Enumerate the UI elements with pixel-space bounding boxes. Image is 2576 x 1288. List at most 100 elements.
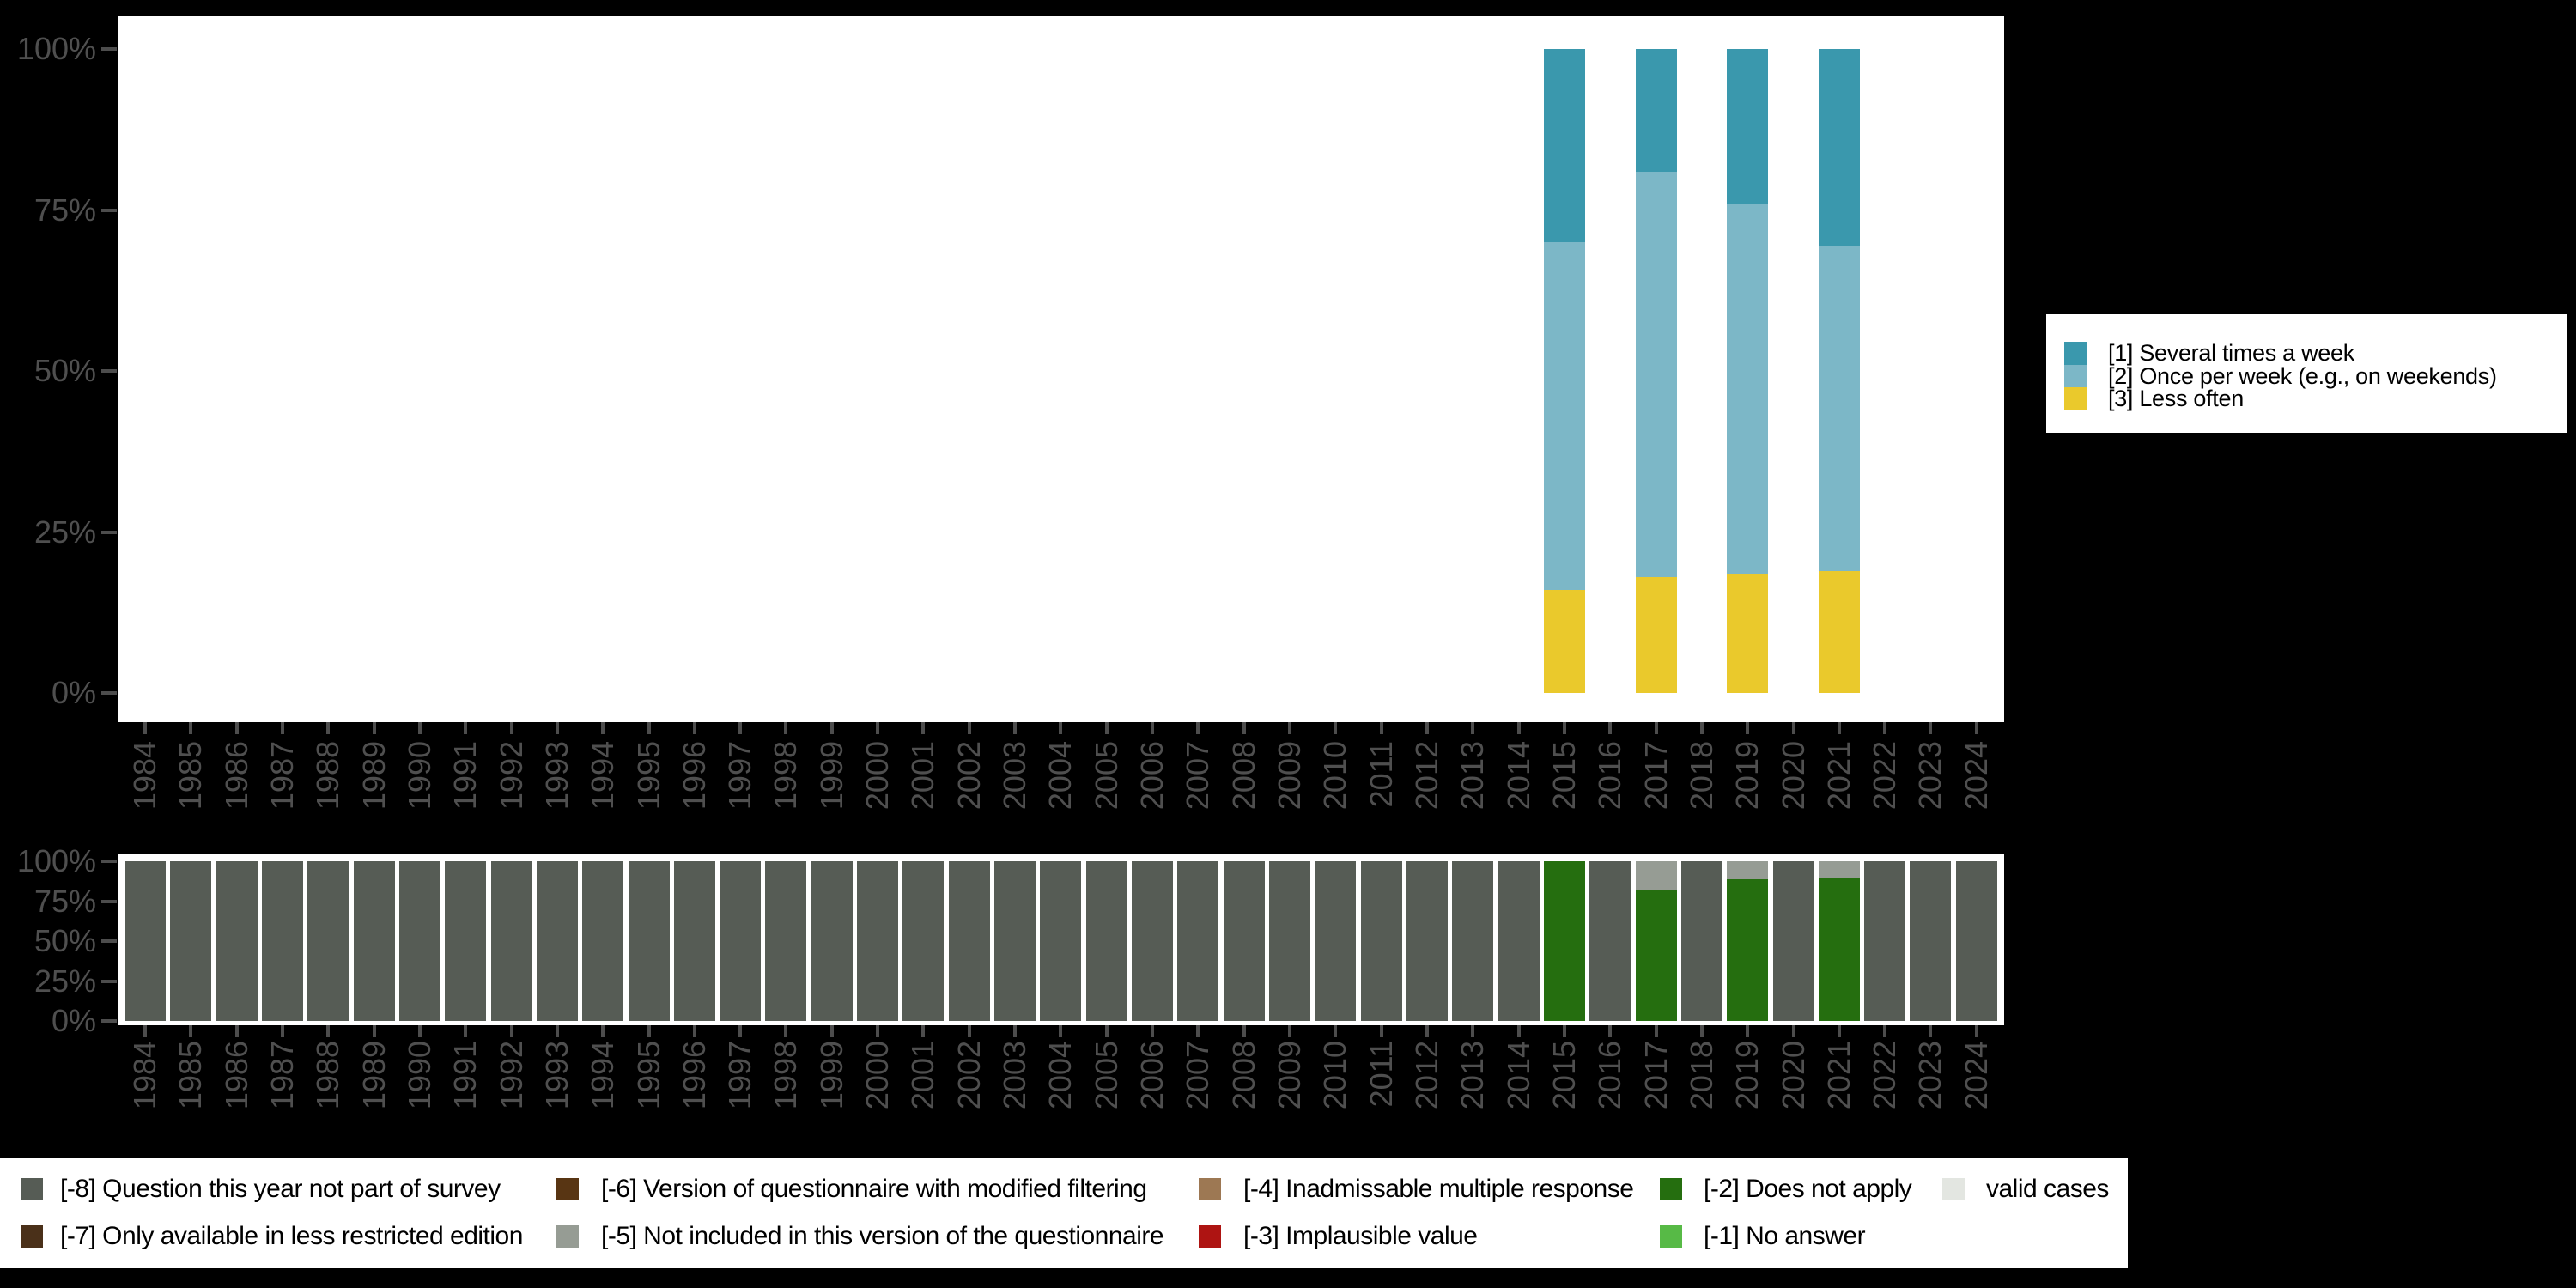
missing-bar-segment-2004 xyxy=(1040,861,1082,1021)
missing-x-axis-label-2003: 2003 xyxy=(997,1041,1033,1110)
missing-x-axis-tick xyxy=(326,1025,331,1037)
missing-x-axis-tick xyxy=(1425,1025,1429,1037)
frequency-bar-segment-2017 xyxy=(1635,171,1677,577)
legend-item-label: [-8] Question this year not part of surv… xyxy=(60,1175,501,1203)
frequency-x-axis-label-1997: 1997 xyxy=(722,741,758,811)
frequency-x-axis-label-2004: 2004 xyxy=(1042,741,1078,811)
frequency-y-axis-label: 50% xyxy=(33,353,96,388)
legend-item-label: [-5] Not included in this version of the… xyxy=(601,1222,1164,1250)
frequency-x-axis-tick xyxy=(1196,722,1200,734)
missing-x-axis-label-1998: 1998 xyxy=(768,1041,804,1110)
frequency-x-axis-label-1984: 1984 xyxy=(127,741,162,811)
missing-x-axis-tick xyxy=(1151,1025,1155,1037)
missing-x-axis-label-2007: 2007 xyxy=(1180,1041,1216,1110)
frequency-x-axis-tick xyxy=(555,722,559,734)
frequency-x-axis-tick xyxy=(921,722,926,734)
missing-bar-segment-2017 xyxy=(1635,889,1677,1021)
frequency-x-axis-label-1994: 1994 xyxy=(585,741,621,811)
missing-bar-segment-1989 xyxy=(353,861,395,1021)
missing-x-axis-label-2020: 2020 xyxy=(1775,1041,1811,1110)
frequency-x-axis-tick xyxy=(1104,722,1109,734)
missing-x-axis-label-2010: 2010 xyxy=(1317,1041,1353,1110)
missing-bar-segment-1986 xyxy=(216,861,258,1021)
frequency-x-axis-tick xyxy=(143,722,147,734)
missing-y-axis-label: 25% xyxy=(33,963,96,999)
legend-item-label: [-3] Implausible value xyxy=(1243,1222,1478,1250)
missing-x-axis-label-2001: 2001 xyxy=(905,1041,941,1110)
legend-item-label: [-2] Does not apply xyxy=(1704,1175,1912,1203)
legend-item-label: [-7] Only available in less restricted e… xyxy=(60,1222,523,1250)
frequency-x-axis-label-2018: 2018 xyxy=(1683,741,1719,811)
frequency-x-axis-tick xyxy=(1974,722,1978,734)
frequency-x-axis-label-1987: 1987 xyxy=(264,741,300,811)
frequency-x-axis-label-2007: 2007 xyxy=(1180,741,1216,811)
missing-bar-segment-1987 xyxy=(261,861,303,1021)
missing-x-axis-label-2000: 2000 xyxy=(860,1041,896,1110)
missing-x-axis-label-1995: 1995 xyxy=(630,1041,666,1110)
missing-x-axis-tick xyxy=(1288,1025,1291,1037)
legend-item-label: [-4] Inadmissable multiple response xyxy=(1243,1175,1634,1203)
missing-bar-segment-2014 xyxy=(1498,861,1540,1021)
frequency-x-axis-tick xyxy=(417,722,422,734)
missing-x-axis-label-1994: 1994 xyxy=(585,1041,621,1110)
missing-x-axis-label-1999: 1999 xyxy=(813,1041,849,1110)
missing-bar-segment-1991 xyxy=(445,861,487,1021)
missing-bar-segment-2018 xyxy=(1680,861,1722,1021)
frequency-x-axis-label-1989: 1989 xyxy=(355,741,392,811)
missing-x-axis-tick xyxy=(601,1025,605,1037)
missing-x-axis-label-2015: 2015 xyxy=(1546,1041,1582,1110)
frequency-x-axis-label-1998: 1998 xyxy=(768,741,804,811)
missing-x-axis-tick xyxy=(1608,1025,1613,1037)
missing-bar-segment-2001 xyxy=(902,861,945,1021)
frequency-x-axis-label-1991: 1991 xyxy=(447,741,483,811)
missing-bar-segment-1995 xyxy=(628,861,670,1021)
missing-bar-segment-2011 xyxy=(1360,861,1402,1021)
missing-y-axis-tick xyxy=(101,899,117,903)
frequency-bar-segment-2015 xyxy=(1543,242,1585,590)
missing-x-axis-tick xyxy=(1699,1025,1704,1037)
missing-x-axis-tick xyxy=(555,1025,559,1037)
frequency-y-axis-tick xyxy=(101,208,117,212)
frequency-x-axis-label-2008: 2008 xyxy=(1225,741,1261,811)
missing-x-axis-label-1993: 1993 xyxy=(538,1041,574,1110)
legend-swatch xyxy=(21,1225,43,1248)
frequency-x-axis-tick xyxy=(738,722,743,734)
frequency-bar-segment-2015 xyxy=(1543,49,1585,242)
frequency-x-axis-tick xyxy=(647,722,651,734)
missing-bar-segment-2002 xyxy=(948,861,990,1021)
missing-bar-segment-2021 xyxy=(1818,861,1860,879)
missing-x-axis-label-2016: 2016 xyxy=(1592,1041,1628,1110)
frequency-x-axis-tick xyxy=(1242,722,1246,734)
frequency-x-axis-label-1986: 1986 xyxy=(218,741,254,811)
missing-x-axis-tick xyxy=(1837,1025,1841,1037)
frequency-x-axis-label-2003: 2003 xyxy=(997,741,1033,811)
legend-swatch xyxy=(1199,1178,1221,1200)
missing-x-axis-label-2012: 2012 xyxy=(1408,1041,1444,1110)
legend-item-label: valid cases xyxy=(1986,1175,2109,1203)
frequency-x-axis-tick xyxy=(1013,722,1018,734)
frequency-x-axis-tick xyxy=(1562,722,1566,734)
frequency-x-axis-tick xyxy=(509,722,513,734)
missing-x-axis-tick xyxy=(234,1025,239,1037)
frequency-x-axis-label-1992: 1992 xyxy=(493,741,529,811)
missing-bar-segment-1985 xyxy=(170,861,212,1021)
missing-bar-segment-2000 xyxy=(857,861,899,1021)
frequency-x-axis-label-2014: 2014 xyxy=(1500,741,1536,811)
legend-item-label: [-6] Version of questionnaire with modif… xyxy=(601,1175,1147,1203)
missing-x-axis-label-2022: 2022 xyxy=(1867,1041,1903,1110)
missing-x-axis-tick xyxy=(417,1025,422,1037)
frequency-x-axis-label-2017: 2017 xyxy=(1637,741,1674,811)
frequency-x-axis-tick xyxy=(464,722,468,734)
legend-swatch xyxy=(1660,1178,1682,1200)
missing-bar-segment-1984 xyxy=(125,861,166,1021)
missing-x-axis-label-1985: 1985 xyxy=(173,1041,209,1110)
frequency-x-axis-label-1999: 1999 xyxy=(813,741,849,811)
missing-bar-segment-2021 xyxy=(1818,878,1860,1021)
missing-bar-segment-2019 xyxy=(1727,861,1769,880)
frequency-x-axis-label-2010: 2010 xyxy=(1317,741,1353,811)
frequency-x-axis-tick xyxy=(189,722,193,734)
frequency-bar-segment-2019 xyxy=(1727,574,1769,693)
missing-x-axis-label-2011: 2011 xyxy=(1363,1041,1399,1108)
missing-x-axis-label-1987: 1987 xyxy=(264,1041,300,1110)
legend-swatch xyxy=(1199,1225,1221,1248)
